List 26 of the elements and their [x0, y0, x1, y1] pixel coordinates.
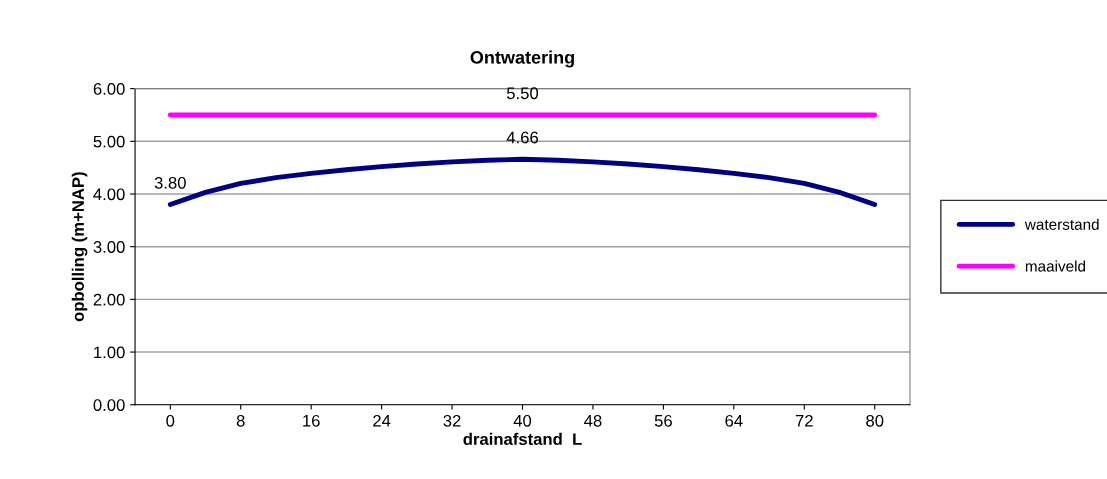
y-tick-label: 4.00 — [93, 188, 125, 201]
x-tick-label: 64 — [725, 414, 743, 427]
x-tick-label: 16 — [303, 414, 320, 427]
data-label: 3.80 — [154, 176, 186, 189]
x-tick-label: 8 — [236, 414, 245, 427]
y-tick-label: 0.00 — [93, 399, 125, 411]
x-tick-label: 56 — [654, 414, 672, 427]
chart-title: Ontwatering — [470, 50, 574, 68]
x-tick-label: 40 — [513, 414, 532, 427]
y-tick-label: 5.00 — [93, 135, 125, 148]
legend-label: waterstand — [1024, 218, 1099, 230]
y-tick-label: 2.00 — [93, 293, 125, 306]
x-tick-label: 72 — [795, 414, 813, 427]
x-tick-label: 0 — [166, 414, 175, 427]
data-label: 4.66 — [506, 131, 538, 144]
legend-label: maaiveld — [1025, 260, 1086, 272]
x-tick-label: 24 — [373, 414, 391, 427]
x-tick-label: 32 — [443, 414, 461, 427]
y-tick-label: 6.00 — [93, 83, 125, 95]
x-tick-label: 80 — [866, 414, 884, 427]
y-tick-label: 1.00 — [94, 346, 125, 359]
data-label: 5.50 — [506, 87, 539, 100]
y-tick-label: 3.00 — [93, 241, 125, 253]
y-axis-title: opbolling (m+NAP) — [71, 172, 88, 322]
x-tick-label: 48 — [584, 414, 602, 427]
x-axis-title: drainafstand L — [463, 432, 582, 446]
